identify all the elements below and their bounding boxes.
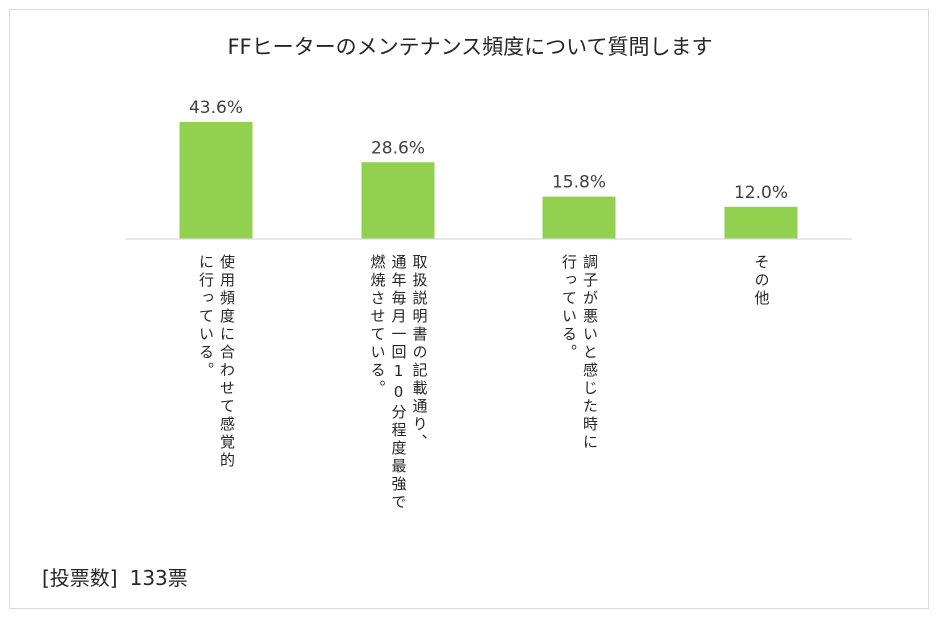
category-label-1: 使用頻度に合わせて感覚的 に行っている。 xyxy=(197,254,236,470)
vote-count: [投票数] 133票 xyxy=(42,562,188,591)
category-label-2: 取扱説明書の記載通り、 通年毎月一回10分程度最強で 燃焼させている。 xyxy=(368,254,429,512)
category-label-4: その他 xyxy=(752,254,771,308)
bars-layer: 43.6% 28.6% 15.8% 12.0% xyxy=(179,98,798,239)
data-label-1: 43.6% xyxy=(189,98,243,118)
chart-title: FFヒーターのメンテナンス頻度について質問します xyxy=(227,35,713,59)
bar-3 xyxy=(542,196,616,239)
data-label-4: 12.0% xyxy=(734,183,788,203)
vote-count-value: 133票 xyxy=(129,566,188,590)
chart-frame xyxy=(9,9,929,609)
bar-2 xyxy=(361,162,435,239)
bar-4 xyxy=(724,206,798,239)
vote-count-label: [投票数] xyxy=(42,566,118,590)
category-label-3: 調子が悪いと感じた時に 行っている。 xyxy=(560,254,599,452)
data-label-2: 28.6% xyxy=(371,138,425,158)
bar-1 xyxy=(179,122,253,239)
data-label-3: 15.8% xyxy=(552,173,606,193)
